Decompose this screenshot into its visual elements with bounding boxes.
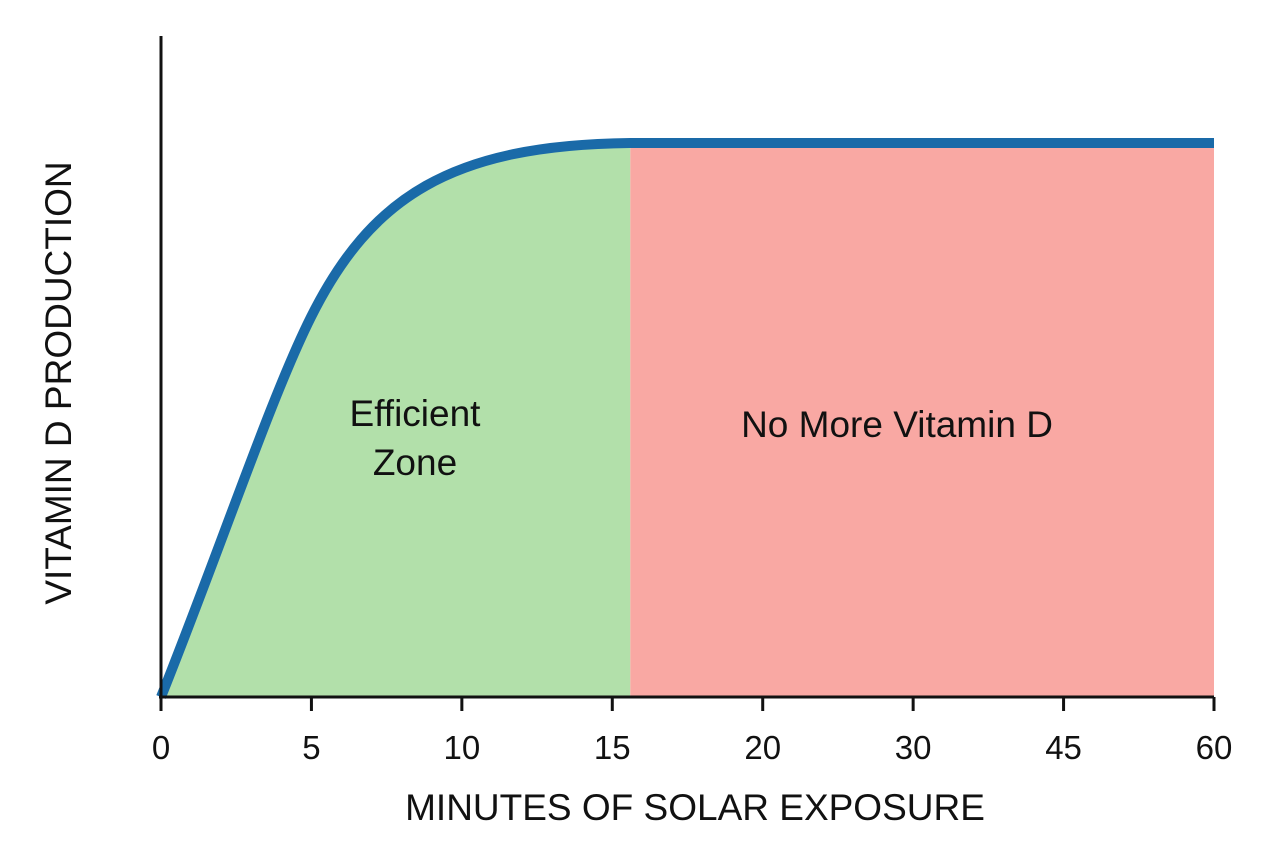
- no-more-zone-label: No More Vitamin D: [741, 404, 1053, 445]
- zone-regions: [161, 143, 1214, 697]
- no-more-zone-region: [630, 143, 1214, 697]
- x-axis-title: MINUTES OF SOLAR EXPOSURE: [405, 787, 985, 828]
- x-tick-label: 20: [744, 729, 781, 766]
- efficient-zone-region: [161, 143, 631, 697]
- x-tick-label: 30: [895, 729, 932, 766]
- x-tick-label: 10: [443, 729, 480, 766]
- x-tick-label: 45: [1045, 729, 1082, 766]
- axes: [159, 36, 1214, 699]
- y-axis-title: VITAMIN D PRODUCTION: [38, 161, 79, 604]
- zone-labels: Efficient Zone No More Vitamin D: [350, 393, 1053, 483]
- x-tick-label: 15: [594, 729, 631, 766]
- efficient-zone-label: Efficient Zone: [350, 393, 482, 483]
- x-tick-label: 0: [152, 729, 170, 766]
- production-curve: [156, 138, 1214, 699]
- x-tick-label: 5: [302, 729, 320, 766]
- x-tick-label: 60: [1196, 729, 1233, 766]
- production-curve-layer: [156, 138, 1214, 699]
- x-ticks: 0 5 10 15 20 30 45 60: [152, 697, 1233, 766]
